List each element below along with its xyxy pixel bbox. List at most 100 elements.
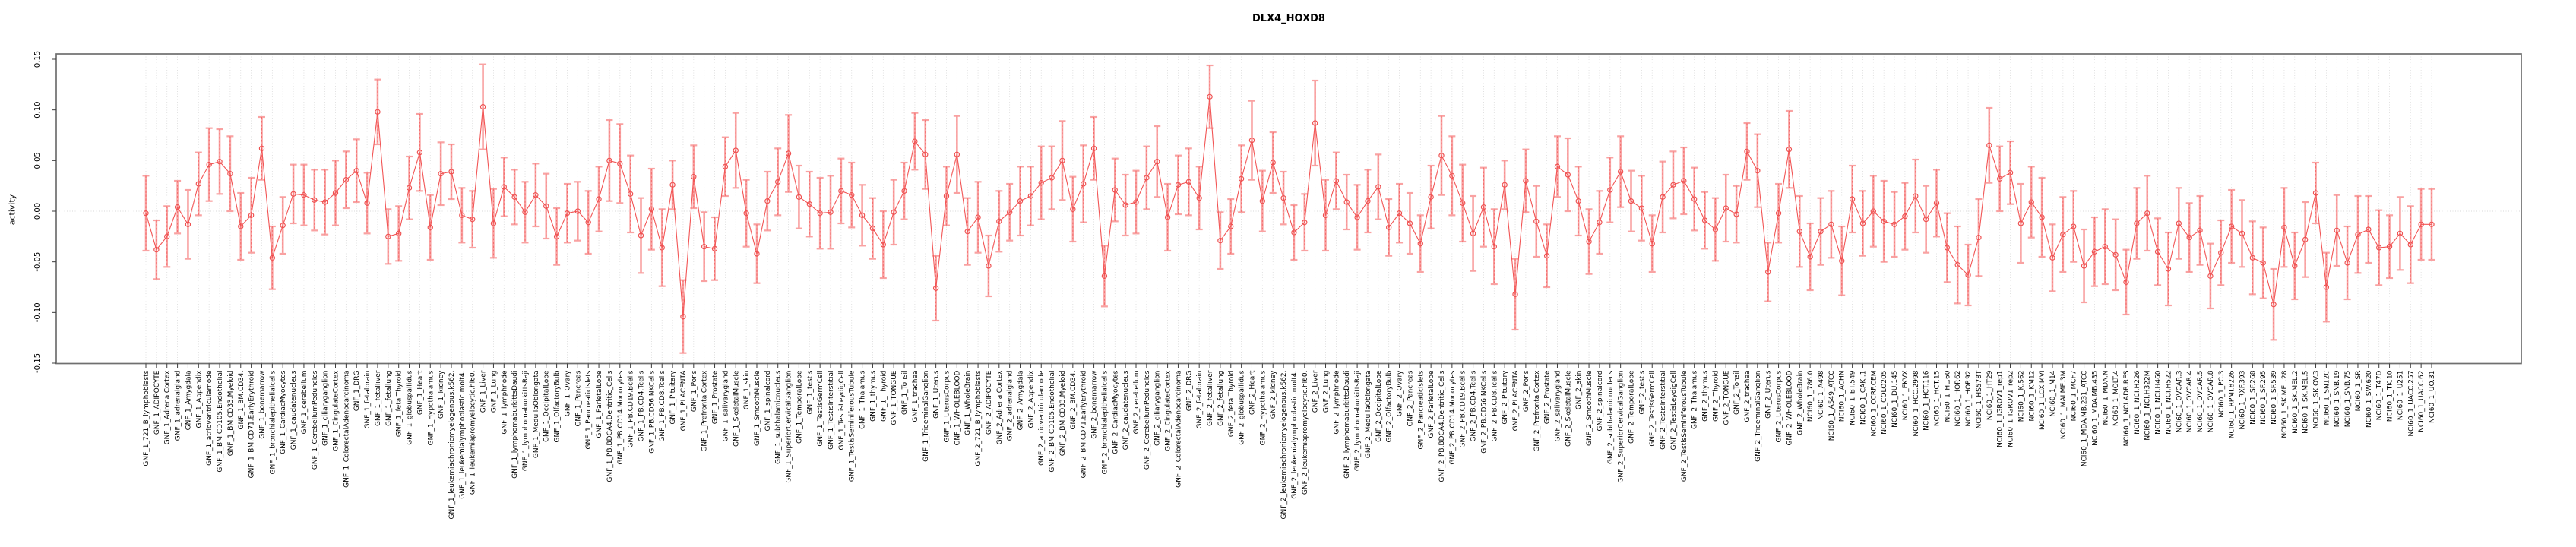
data-point-marker [1027,193,1034,199]
data-point-marker [828,209,834,216]
data-point-marker [1333,178,1340,184]
data-point-marker [217,158,223,165]
data-point-marker [416,149,423,156]
x-tick-label: NCI60_1_A549_ATCC [1828,371,1836,441]
data-point-marker [459,212,465,219]
x-tick-label: GNF_2_Pancreas [1407,370,1414,426]
x-tick-label: GNF_2_Pituitary [1502,370,1509,425]
x-tick-label: GNF_1_Tonsil [901,371,909,415]
data-point-marker [1217,237,1223,244]
x-tick-label: GNF_2_TestisGermCell [1649,371,1657,447]
data-point-marker [859,212,866,219]
data-point-marker [1691,196,1698,202]
data-point-marker [2017,220,2024,226]
x-tick-label: NCI60_1_MDA.MB.231_ATCC [2081,371,2089,467]
data-point-marker [1090,145,1097,152]
data-point-marker [2207,273,2214,280]
data-point-marker [1533,218,1540,225]
x-tick-label: NCI60_1_UACC.62 [2418,371,2426,432]
data-point-marker [1628,198,1635,204]
plot-frame [55,53,2522,365]
x-tick-label: GNF_2_TrigeminalGanglion [1755,371,1762,462]
data-point-marker [501,184,507,190]
data-point-marker [912,138,918,144]
x-tick-label: NCI60_1_OVCAR.5 [2197,371,2204,433]
data-point-marker [438,170,444,177]
data-point-marker [1976,234,1982,241]
data-point-marker [1322,212,1329,219]
x-tick-label: NCI60_1_UACC.257 [2407,371,2415,437]
data-point-marker [1480,204,1487,210]
data-point-marker [258,145,265,152]
data-point-marker [564,210,571,217]
data-point-marker [227,170,233,177]
data-point-marker [1913,193,1919,199]
y-tick-label: 0.00 [33,203,42,220]
data-point-marker [1491,243,1497,250]
x-tick-label: GNF_1_trachea [912,371,919,422]
x-tick-label: GNF_1_kidney [438,370,445,419]
x-tick-label: NCI60_1_HCC.2998 [1913,370,1920,436]
x-tick-label: GNF_2_Ovary [1397,370,1404,416]
data-point-marker [2071,223,2077,229]
x-tick-label: NCI60_1_EKVX [1902,371,1910,421]
data-point-marker [553,233,560,240]
x-tick-label: GNF_2_fetalliver [1207,370,1214,426]
data-point-marker [1586,239,1592,245]
data-point-marker [943,193,950,199]
x-tick-label: NCI60_1_IGROV1_rep1 [1997,371,2005,448]
x-tick-label: GNF_2_fetalbrain [1196,371,1204,429]
x-tick-label: GNF_2_trachea [1744,371,1752,422]
data-point-marker [1828,221,1834,228]
x-tick-label: GNF_1_SuperiorCervicalGanglion [786,371,793,483]
data-point-marker [153,246,160,253]
x-tick-label: NCI60_1_UO.31 [2429,371,2436,423]
x-tick-label: GNF_1_TestisInterstitial [828,371,835,450]
data-point-marker [1017,198,1024,204]
x-tick-label: GNF_2_CardiacMyocytes [1112,370,1119,454]
data-point-marker [806,201,812,207]
data-point-marker [796,194,802,201]
data-point-marker [932,285,939,292]
x-tick-label: NCI60_1_NCI.H226 [2134,370,2141,435]
data-point-marker [406,185,413,191]
data-point-marker [1944,245,1951,251]
x-tick-label: GNF_1_globuspallidus [407,370,414,445]
data-point-marker [1638,205,1645,211]
x-tick-label: GNF_2_UterusCorpus [1776,370,1783,442]
data-point-marker [2049,255,2055,261]
x-tick-label: GNF_1_CardiacMyocytes [280,370,287,454]
data-point-marker [1512,291,1518,298]
data-point-marker [1649,240,1655,247]
data-point-marker [269,255,276,261]
data-point-marker [2344,260,2350,266]
x-tick-label: GNF_1_salivarygland [722,370,729,441]
data-point-marker [1238,175,1245,182]
x-tick-label: NCI60_1_U251 [2397,371,2404,421]
x-tick-label: NCI60_1_SK.OV.3 [2313,371,2321,429]
x-tick-label: GNF_2_TestisSeminiferousTubule [1681,370,1688,482]
x-tick-label: NCI60_1_M14 [2049,370,2057,416]
x-tick-label: GNF_2_TONGUE [1723,370,1730,425]
x-tick-label: GNF_2_TestisInterstitial [1660,371,1667,450]
x-tick-label: GNF_2_AdrenalCortex [996,370,1004,444]
x-tick-label: GNF_1_fetalliver [375,370,382,426]
data-point-marker [1122,202,1128,208]
data-point-marker [2302,236,2309,243]
data-point-marker [1744,148,1750,155]
x-tick-label: NCI60_1_PC.3 [2218,371,2226,418]
x-tick-label: GNF_2_salivarygland [1554,371,1562,442]
data-point-marker [1291,229,1297,236]
data-point-marker [2112,251,2119,258]
x-tick-label: GNF_1_testis [806,370,814,414]
x-tick-label: GNF_1_TemporalLobe [796,370,803,444]
x-tick-label: GNF_2_lymphomaburkittsRaji [1354,371,1362,472]
x-tick-label: GNF_2_ADIPOCYTE [986,370,993,435]
x-tick-label: GNF_1_PrefrontalCortex [701,370,709,452]
x-tick-label: NCI60_1_ACHN [1839,371,1847,422]
data-point-marker [954,151,960,158]
x-tick-label: NCI60_1_HS578T [1976,370,1983,429]
x-tick-label: GNF_2_TemporalLobe [1628,370,1636,444]
data-point-marker [1712,226,1719,232]
data-point-marker [891,209,897,216]
